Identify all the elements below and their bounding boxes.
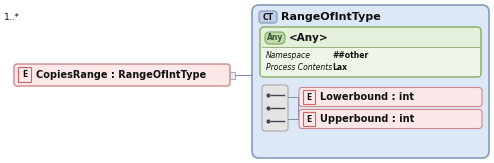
Text: E: E: [22, 70, 27, 79]
Text: <Any>: <Any>: [289, 33, 329, 43]
FancyBboxPatch shape: [260, 27, 481, 77]
FancyBboxPatch shape: [14, 64, 230, 86]
Text: Lax: Lax: [332, 62, 347, 72]
Bar: [18, 67, 31, 82]
Text: Any: Any: [267, 34, 283, 43]
Text: RangeOfIntType: RangeOfIntType: [281, 12, 381, 22]
Text: CopiesRange : RangeOfIntType: CopiesRange : RangeOfIntType: [36, 70, 206, 80]
Text: CT: CT: [262, 13, 274, 22]
FancyBboxPatch shape: [259, 11, 277, 23]
Text: E: E: [306, 114, 312, 124]
FancyBboxPatch shape: [252, 5, 489, 158]
Text: E: E: [306, 92, 312, 102]
FancyBboxPatch shape: [262, 85, 288, 131]
Text: ##other: ##other: [332, 51, 368, 59]
FancyBboxPatch shape: [299, 88, 482, 106]
Text: Process Contents: Process Contents: [266, 62, 332, 72]
Bar: [303, 112, 315, 126]
Bar: [230, 72, 235, 79]
FancyBboxPatch shape: [265, 32, 285, 44]
Text: 1..*: 1..*: [4, 13, 20, 22]
Bar: [303, 90, 315, 104]
Text: Lowerbound : int: Lowerbound : int: [320, 92, 414, 102]
Text: Upperbound : int: Upperbound : int: [320, 114, 414, 124]
Bar: [261, 47, 480, 76]
Text: Namespace: Namespace: [266, 51, 311, 59]
FancyBboxPatch shape: [299, 110, 482, 128]
